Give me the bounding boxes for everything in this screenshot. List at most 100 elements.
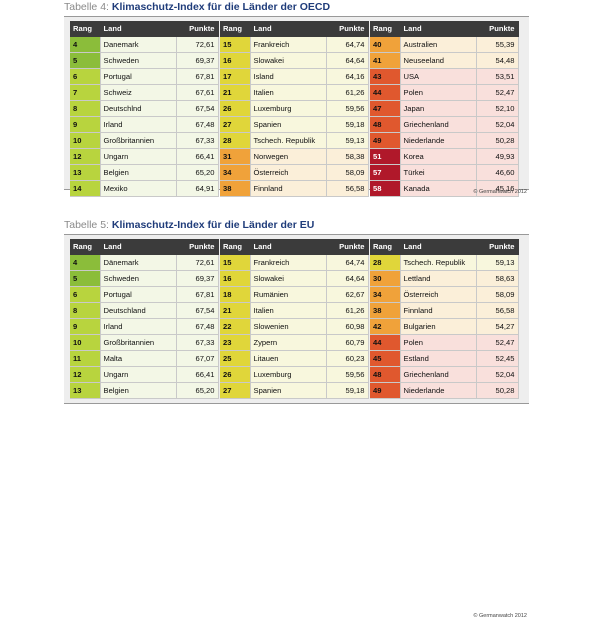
- points-cell: 67,33: [176, 334, 219, 351]
- country-cell: Kanada: [400, 180, 477, 197]
- table-row: 34 Österreich 58,09: [370, 286, 519, 303]
- points-cell: 59,56: [326, 366, 369, 383]
- rank-cell: 16: [220, 52, 251, 69]
- rank-cell: 26: [220, 100, 251, 117]
- points-cell: 64,91: [176, 180, 219, 197]
- punkte-header: Punkte: [326, 21, 369, 37]
- rank-cell: 58: [370, 180, 401, 197]
- table-header-row: Rang Land Punkte: [70, 21, 219, 37]
- points-cell: 67,61: [176, 84, 219, 101]
- points-cell: 69,37: [176, 270, 219, 287]
- rank-cell: 51: [370, 148, 401, 165]
- table-row: 13 Belgien 65,20: [70, 164, 219, 181]
- table-row: 28 Tschech. Republik 59,13: [220, 132, 369, 149]
- points-cell: 46,60: [476, 164, 519, 181]
- points-cell: 52,04: [476, 366, 519, 383]
- punkte-header: Punkte: [176, 21, 219, 37]
- country-cell: Slowenien: [250, 318, 327, 335]
- land-header: Land: [100, 21, 177, 37]
- points-cell: 50,28: [476, 132, 519, 149]
- points-cell: 60,98: [326, 318, 369, 335]
- table-row: 58 Kanada 45,16: [370, 180, 519, 197]
- country-cell: Polen: [400, 334, 477, 351]
- rank-cell: 38: [220, 180, 251, 197]
- table-row: 38 Finnland 56,58: [370, 302, 519, 319]
- table-row: 25 Litauen 60,23: [220, 350, 369, 367]
- country-cell: Korea: [400, 148, 477, 165]
- table-row: 38 Finnland 56,58: [220, 180, 369, 197]
- table-4-copyright: © Germanwatch 2012: [473, 189, 527, 195]
- country-cell: Spanien: [250, 382, 327, 399]
- table-5-copyright: © Germanwatch 2012: [473, 613, 527, 619]
- table-row: 13 Belgien 65,20: [70, 382, 219, 399]
- country-cell: Österreich: [250, 164, 327, 181]
- country-cell: Japan: [400, 100, 477, 117]
- table-row: 40 Australien 55,39: [370, 36, 519, 53]
- table-row: 44 Polen 52,47: [370, 84, 519, 101]
- table-row: 27 Spanien 59,18: [220, 116, 369, 133]
- country-cell: Schweiz: [100, 84, 177, 101]
- land-header: Land: [400, 21, 477, 37]
- rank-header: Rang: [220, 239, 251, 255]
- table-row: 10 Großbritannien 67,33: [70, 132, 219, 149]
- points-cell: 67,48: [176, 116, 219, 133]
- rank-cell: 11: [70, 350, 101, 367]
- table-row: 28 Tschech. Republik 59,13: [370, 254, 519, 271]
- table-row: 16 Slowakei 64,64: [220, 270, 369, 287]
- country-cell: Belgien: [100, 382, 177, 399]
- rank-cell: 41: [370, 52, 401, 69]
- table-row: 5 Schweden 69,37: [70, 52, 219, 69]
- rank-cell: 28: [370, 254, 401, 271]
- table-row: 5 Schweden 69,37: [70, 270, 219, 287]
- table-row: 21 Italien 61,26: [220, 302, 369, 319]
- rank-header: Rang: [370, 239, 401, 255]
- country-cell: Danemark: [100, 36, 177, 53]
- rank-cell: 49: [370, 132, 401, 149]
- table-header-row: Rang Land Punkte: [70, 239, 219, 255]
- points-cell: 61,26: [326, 302, 369, 319]
- rank-cell: 16: [220, 270, 251, 287]
- points-cell: 49,93: [476, 148, 519, 165]
- points-cell: 45,16: [476, 180, 519, 197]
- country-cell: Schweden: [100, 270, 177, 287]
- country-cell: Lettland: [400, 270, 477, 287]
- land-header: Land: [100, 239, 177, 255]
- points-cell: 62,67: [326, 286, 369, 303]
- country-cell: Luxemburg: [250, 100, 327, 117]
- country-cell: Niederlande: [400, 382, 477, 399]
- points-cell: 58,63: [476, 270, 519, 287]
- country-cell: Island: [250, 68, 327, 85]
- table-row: 4 Danemark 72,61: [70, 36, 219, 53]
- points-cell: 72,61: [176, 254, 219, 271]
- points-cell: 54,27: [476, 318, 519, 335]
- country-cell: Ungarn: [100, 148, 177, 165]
- table-5-title-prefix: Tabelle 5:: [64, 219, 109, 231]
- rank-cell: 25: [220, 350, 251, 367]
- rank-cell: 44: [370, 334, 401, 351]
- rank-cell: 4: [70, 254, 101, 271]
- country-cell: Ungarn: [100, 366, 177, 383]
- table4-column-3: Rang Land Punkte 40 Australien 55,39 41 Neuseel…: [370, 21, 519, 197]
- table-row: 49 Niederlande 50,28: [370, 382, 519, 399]
- rank-cell: 23: [220, 334, 251, 351]
- rank-cell: 21: [220, 302, 251, 319]
- table5-column-2: Rang Land Punkte 15 Frankreich 64,74 16 Slowake…: [220, 239, 369, 399]
- rank-header: Rang: [370, 21, 401, 37]
- rank-cell: 15: [220, 254, 251, 271]
- table5-column-1: Rang Land Punkte 4 Dänemark 72,61 5 Schweden 69,…: [70, 239, 219, 399]
- points-cell: 67,07: [176, 350, 219, 367]
- rank-cell: 8: [70, 100, 101, 117]
- rank-cell: 8: [70, 302, 101, 319]
- points-cell: 52,45: [476, 350, 519, 367]
- rank-cell: 49: [370, 382, 401, 399]
- rank-cell: 4: [70, 36, 101, 53]
- table-4-title: Tabelle 4: Klimaschutz-Index für die Län…: [64, 0, 330, 14]
- table-row: 11 Malta 67,07: [70, 350, 219, 367]
- points-cell: 59,18: [326, 116, 369, 133]
- rank-cell: 13: [70, 164, 101, 181]
- rank-cell: 12: [70, 366, 101, 383]
- rank-cell: 48: [370, 116, 401, 133]
- points-cell: 56,58: [476, 302, 519, 319]
- points-cell: 64,74: [326, 36, 369, 53]
- rank-cell: 10: [70, 132, 101, 149]
